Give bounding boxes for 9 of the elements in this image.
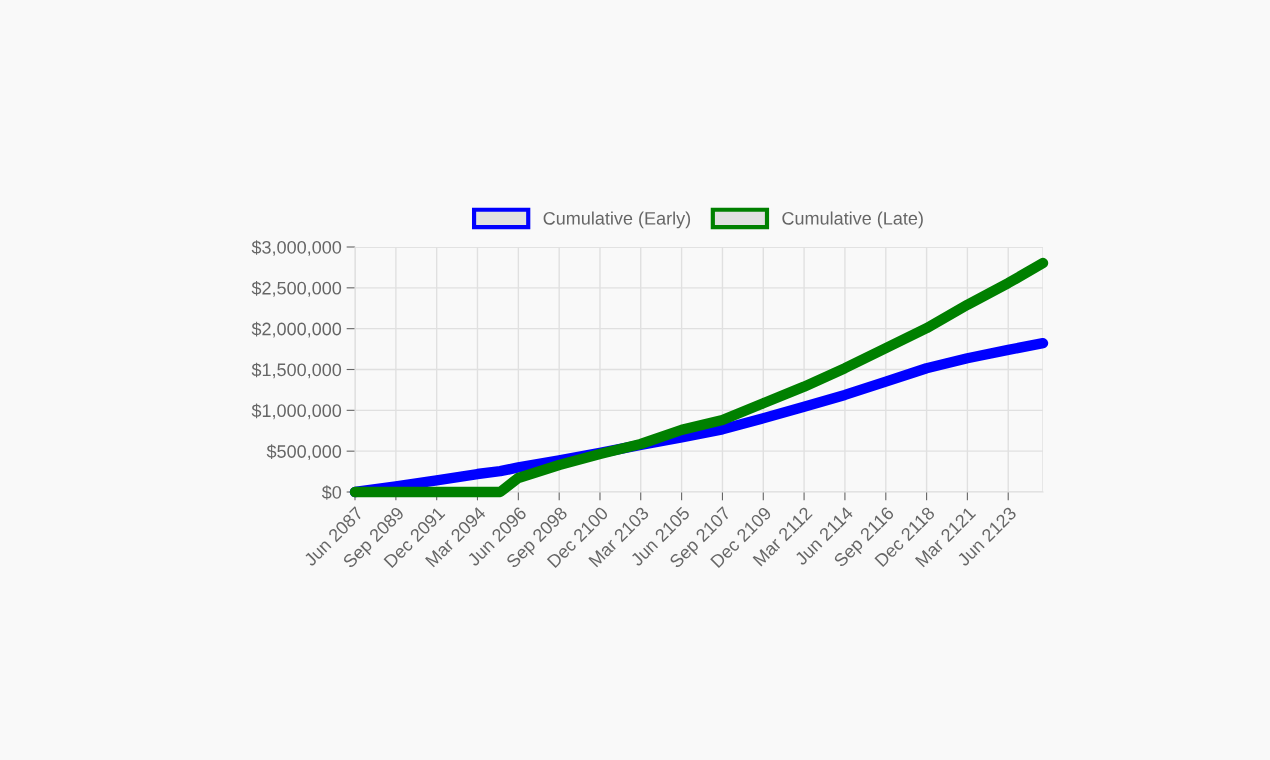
y-tick-label: $2,500,000	[251, 281, 342, 297]
legend-label: Cumulative (Early)	[543, 211, 691, 229]
y-tick-label: $2,000,000	[251, 321, 342, 338]
y-tick-label: $3,000,000	[251, 240, 342, 256]
y-tick-label: $1,500,000	[251, 362, 342, 379]
y-tick-label: $0	[321, 485, 342, 500]
y-tick-label: $1,000,000	[251, 403, 342, 420]
y-tick-label: $500,000	[266, 444, 342, 461]
legend-label: Cumulative (Late)	[782, 211, 923, 229]
